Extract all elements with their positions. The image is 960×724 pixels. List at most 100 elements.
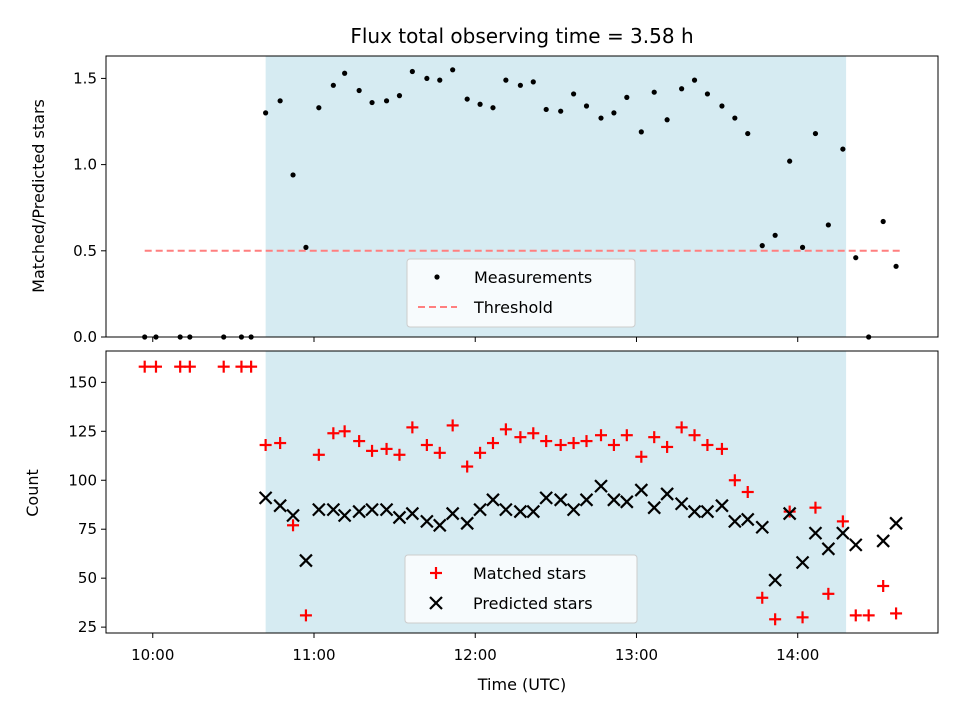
measurement-point — [787, 158, 793, 164]
matched-star-point — [675, 421, 688, 434]
predicted-star-point — [808, 526, 823, 540]
predicted-star-point — [728, 514, 742, 529]
measurement-point — [290, 172, 296, 178]
measurement-point — [543, 106, 549, 113]
measurement-point — [651, 89, 657, 95]
measurement-point — [611, 110, 617, 116]
matched-star-point — [822, 587, 835, 600]
x-tick-label: 12:00 — [454, 646, 497, 664]
matched-star-point — [446, 419, 459, 432]
matched-star-point — [769, 613, 782, 626]
matched-star-point — [567, 437, 580, 450]
measurement-point — [263, 110, 269, 116]
x-tick-label: 11:00 — [292, 646, 335, 664]
matched-star-point — [217, 360, 230, 373]
bottom-x-ticks: 10:00 11:00 12:00 13:00 14:00 — [131, 633, 819, 664]
matched-star-point — [796, 611, 809, 624]
measurement-point — [303, 244, 309, 250]
legend-threshold-label: Threshold — [473, 298, 553, 317]
measurement-point — [342, 70, 348, 76]
legend-measurement-marker — [434, 274, 440, 280]
matched-star-point — [420, 439, 433, 451]
predicted-star-point — [352, 504, 366, 519]
top-x-ticks — [152, 337, 799, 342]
top-y-ticks: 0.0 0.5 1.0 1.5 — [73, 69, 106, 346]
matched-star-point — [461, 460, 474, 473]
matched-star-point — [607, 439, 620, 451]
y-tick-label: 1.5 — [73, 69, 97, 87]
matched-star-point — [783, 505, 796, 518]
measurement-point — [638, 129, 644, 135]
measurement-point — [316, 105, 322, 111]
bottom-y-axis-label: Count — [23, 469, 42, 517]
measurement-point — [464, 96, 470, 102]
predicted-star-point — [647, 500, 661, 515]
predicted-star-point — [620, 495, 634, 509]
top-y-axis-label: Matched/Predicted stars — [29, 99, 48, 293]
matched-star-point — [554, 439, 567, 451]
matched-star-point — [287, 519, 300, 532]
matched-star-point — [661, 440, 674, 453]
matched-star-point — [338, 425, 351, 438]
measurement-point — [530, 79, 536, 85]
measurement-point — [517, 82, 523, 88]
bottom-axes-frame — [105, 350, 939, 634]
y-tick-label: 50 — [78, 569, 97, 587]
matched-star-point — [274, 437, 287, 450]
measurement-point — [812, 130, 819, 137]
predicted-star-point — [889, 516, 903, 531]
measurement-point — [570, 91, 577, 97]
matched-star-point — [701, 439, 714, 451]
measurement-point — [558, 108, 564, 114]
predicted-star-point — [405, 506, 420, 521]
predicted-star-point — [876, 534, 890, 548]
predicted-star-point — [715, 498, 729, 513]
matched-stars-points — [138, 360, 903, 626]
predicted-star-point — [365, 502, 379, 517]
matched-star-point — [393, 448, 406, 461]
predicted-star-point — [499, 502, 513, 517]
matched-star-point — [183, 360, 196, 373]
top-legend: Measurements Threshold — [406, 258, 636, 328]
matched-star-point — [380, 442, 393, 455]
matched-star-point — [580, 435, 593, 448]
measurement-point — [704, 91, 711, 97]
y-tick-label: 0.5 — [73, 242, 97, 260]
matched-star-point — [635, 450, 648, 463]
y-tick-label: 0.0 — [73, 328, 97, 346]
measurement-point — [583, 103, 590, 109]
y-tick-label: 150 — [68, 373, 97, 391]
matched-star-point — [836, 515, 849, 528]
predicted-star-point — [539, 491, 553, 505]
measurement-point — [893, 263, 899, 269]
matched-star-point — [540, 435, 553, 448]
top-axes-frame — [105, 55, 939, 338]
legend-predicted-marker — [429, 596, 443, 610]
x-axis-label: Time (UTC) — [477, 675, 566, 694]
y-tick-label: 125 — [68, 422, 97, 440]
predicted-star-point — [795, 555, 810, 570]
matched-star-point — [149, 360, 162, 373]
matched-star-point — [486, 437, 499, 450]
predicted-stars-points — [258, 479, 903, 587]
bottom-panel: 25 50 75 100 125 150 10:00 11:00 12:00 13:00 14:0… — [23, 350, 939, 694]
matched-star-point — [715, 442, 728, 455]
measurement-point — [880, 218, 886, 225]
predicted-star-point — [526, 504, 541, 519]
matched-star-point — [890, 607, 903, 620]
measurement-point — [624, 94, 630, 100]
matched-star-point — [809, 501, 822, 514]
measurement-point — [840, 146, 846, 152]
predicted-star-point — [579, 493, 594, 507]
measurement-point — [799, 244, 806, 250]
predicted-star-point — [755, 520, 770, 535]
predicted-star-point — [513, 504, 528, 519]
measurement-point — [277, 98, 283, 104]
matched-star-point — [499, 423, 512, 436]
matched-star-point — [327, 427, 340, 440]
top-panel: 0.0 0.5 1.0 1.5 Matched/Predicted stars Mea… — [29, 55, 939, 346]
predicted-star-point — [486, 493, 500, 507]
measurement-point — [424, 75, 430, 82]
predicted-star-point — [768, 573, 782, 587]
matched-star-point — [433, 446, 446, 459]
